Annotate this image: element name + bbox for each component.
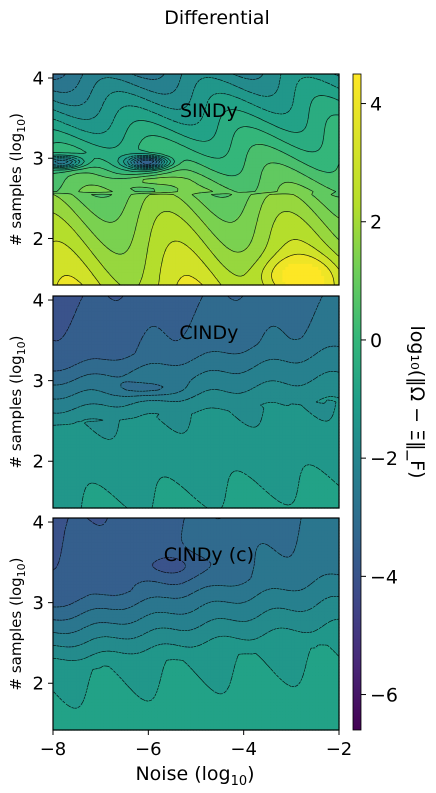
y-tick-label: 4 [33,69,44,90]
y-axis-label: # samples (log10) [7,113,28,246]
y-tick-label: 4 [33,291,44,312]
contour-lines [52,73,340,286]
panel-cindy-c: CINDy (c) 2 3 4 # samples (log10) [7,513,340,731]
colorbar-label: log₁₀(‖Ω − Ξ‖_F) [406,326,428,479]
y-axis-label: # samples (log10) [7,557,28,690]
x-tick-label: −2 [326,739,353,760]
colorbar: 4 2 0 −2 −4 −6 log₁₀(‖Ω − Ξ‖_F) [352,73,428,731]
contour-fill [53,296,340,509]
colorbar-tick-label: −2 [370,448,398,470]
y-tick-label: 3 [33,371,44,392]
y-tick-label: 2 [33,229,44,250]
y-tick-label: 2 [33,452,44,473]
y-tick-label: 4 [33,513,44,534]
panel-frame [52,517,340,731]
y-tick-label: 3 [33,593,44,614]
colorbar-tick-label: 2 [370,212,382,234]
panel-label: CINDy [179,322,238,344]
contour-panels: SINDy 2 3 4 # samples (log10) CINDy 2 3 4 # sampl… [7,69,340,731]
panel-sindy: SINDy 2 3 4 # samples (log10) [7,69,340,286]
colorbar-gradient [352,73,362,731]
y-tick-label: 3 [33,149,44,170]
contour-fill [53,518,340,731]
colorbar-tick-label: −6 [370,685,398,707]
panel-frame [52,295,340,509]
panel-label: SINDy [180,100,238,122]
panel-cindy: CINDy 2 3 4 # samples (log10) [7,291,340,509]
colorbar-tick-label: 4 [370,94,382,116]
contour-lines [52,517,340,709]
x-tick-label: −8 [40,739,67,760]
y-tick-label: 2 [33,674,44,695]
x-axis: −8 −6 −4 −2 [40,730,353,760]
x-tick-label: −6 [135,739,162,760]
panel-label: CINDy (c) [164,544,254,566]
x-axis-label: Noise (log10) [135,763,254,789]
chart-title: Differential [164,7,269,29]
colorbar-ticks: 4 2 0 −2 −4 −6 [361,94,398,707]
panel-frame [52,73,340,286]
contour-lines [52,295,340,509]
y-axis-label: # samples (log10) [7,335,28,468]
x-tick-label: −4 [230,739,257,760]
colorbar-tick-label: 0 [370,330,382,352]
colorbar-tick-label: −4 [370,566,398,588]
